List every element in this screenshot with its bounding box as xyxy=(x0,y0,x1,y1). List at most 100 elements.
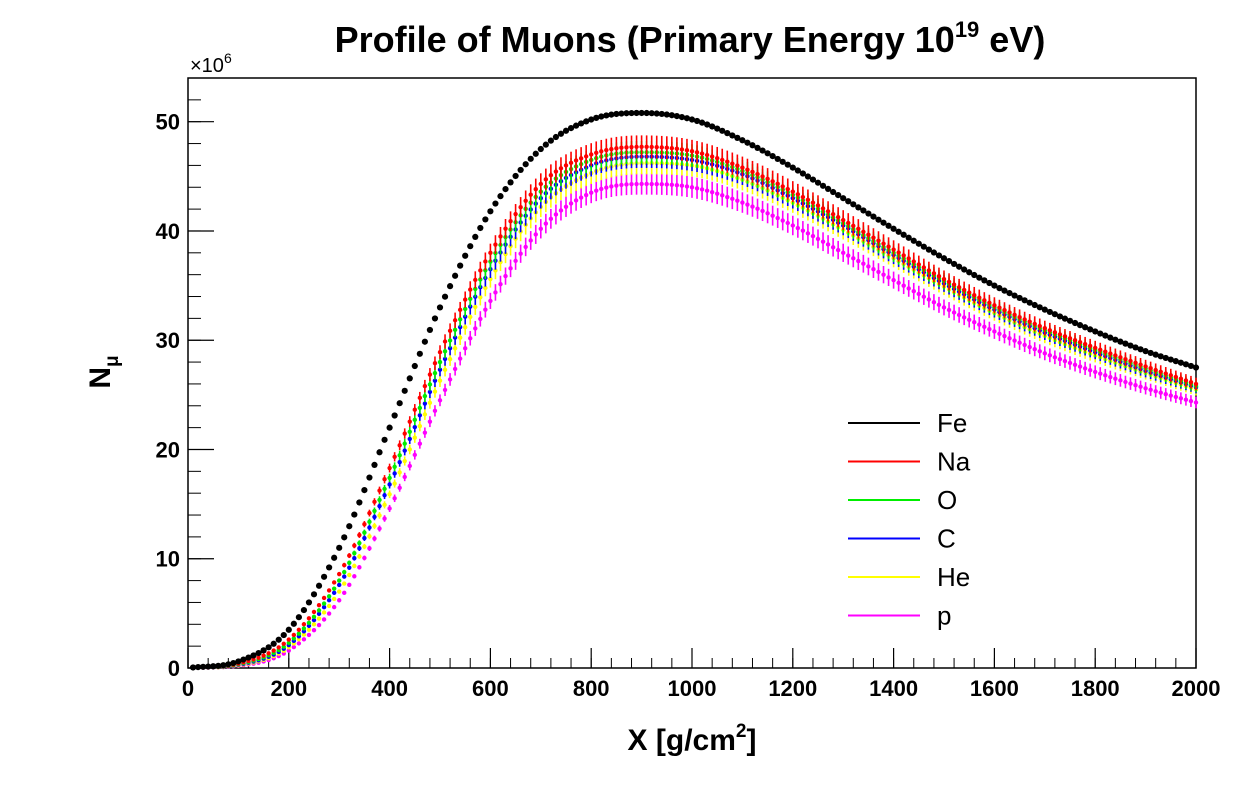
data-point xyxy=(522,161,529,168)
data-point xyxy=(427,382,433,387)
data-point xyxy=(508,266,513,271)
data-point xyxy=(699,187,705,192)
data-point xyxy=(1163,371,1168,376)
data-point xyxy=(951,282,957,287)
data-point xyxy=(523,198,528,203)
y-tick-label: 30 xyxy=(156,328,180,353)
data-point xyxy=(654,144,659,150)
data-point xyxy=(315,582,323,589)
data-point xyxy=(407,419,412,424)
data-point xyxy=(1052,330,1058,335)
data-point xyxy=(488,276,493,282)
data-point xyxy=(1001,287,1008,294)
data-point xyxy=(972,319,977,325)
data-point xyxy=(1051,311,1058,318)
data-point xyxy=(730,196,735,202)
data-point xyxy=(684,148,690,153)
data-point xyxy=(498,259,503,265)
data-point xyxy=(301,637,307,642)
data-point xyxy=(891,277,896,283)
data-point xyxy=(871,235,876,240)
data-point xyxy=(659,145,664,150)
data-point xyxy=(357,532,362,538)
data-point xyxy=(372,514,377,520)
data-point xyxy=(296,631,302,636)
data-point xyxy=(431,315,439,322)
data-point xyxy=(483,259,488,264)
data-point xyxy=(1173,374,1179,380)
data-point xyxy=(447,346,453,351)
data-point xyxy=(412,417,417,423)
data-point xyxy=(412,452,417,458)
data-point xyxy=(256,655,261,660)
data-point xyxy=(260,647,267,654)
legend-label: O xyxy=(937,485,957,515)
data-point xyxy=(589,152,594,157)
data-point xyxy=(1123,379,1128,385)
data-point xyxy=(508,218,513,224)
y-tick-label: 0 xyxy=(168,656,180,681)
data-point xyxy=(189,664,197,671)
data-point xyxy=(331,604,337,610)
data-point xyxy=(901,253,906,258)
data-point xyxy=(286,648,291,653)
data-point xyxy=(422,393,428,399)
data-point xyxy=(497,193,504,200)
data-point xyxy=(563,204,569,209)
data-point xyxy=(941,305,947,310)
data-point xyxy=(482,216,489,223)
data-point xyxy=(634,181,639,187)
data-point xyxy=(467,243,474,250)
data-point xyxy=(296,627,302,632)
data-point xyxy=(1007,310,1012,315)
data-point xyxy=(372,536,377,541)
data-point xyxy=(1077,364,1083,369)
data-point xyxy=(900,231,907,238)
data-point xyxy=(876,269,881,275)
data-point xyxy=(537,145,544,153)
data-point xyxy=(977,295,982,300)
data-point xyxy=(547,137,554,144)
data-point xyxy=(210,663,217,670)
data-point xyxy=(468,314,473,320)
data-point xyxy=(870,213,877,220)
data-point xyxy=(568,201,574,206)
data-point xyxy=(846,220,851,226)
data-point xyxy=(1062,358,1068,364)
data-point xyxy=(830,212,836,217)
data-point xyxy=(245,654,252,661)
data-point xyxy=(321,605,327,610)
data-point xyxy=(205,663,212,670)
data-point xyxy=(436,304,444,311)
data-point xyxy=(946,279,952,285)
data-point xyxy=(1093,345,1098,351)
data-point xyxy=(714,125,721,132)
data-point xyxy=(1183,397,1189,402)
data-point xyxy=(1098,347,1103,352)
data-point xyxy=(673,112,680,120)
data-point xyxy=(835,247,841,253)
data-point xyxy=(634,144,639,150)
data-point xyxy=(422,401,428,406)
data-point xyxy=(457,356,463,361)
data-point xyxy=(1133,382,1138,388)
data-point xyxy=(1153,389,1158,394)
data-point xyxy=(1057,357,1063,362)
data-point xyxy=(589,190,594,195)
data-point xyxy=(790,223,795,228)
data-point xyxy=(895,228,902,235)
data-point xyxy=(281,641,286,646)
data-point xyxy=(392,496,397,501)
data-point xyxy=(543,221,549,226)
data-point xyxy=(538,181,543,187)
data-point xyxy=(518,205,523,210)
data-point xyxy=(548,216,554,222)
data-point xyxy=(997,305,1002,310)
series-layer xyxy=(189,109,1200,671)
data-point xyxy=(382,486,387,492)
data-point xyxy=(402,474,407,480)
series-fe xyxy=(189,109,1200,671)
data-point xyxy=(814,179,822,186)
data-point xyxy=(347,560,352,566)
data-point xyxy=(991,282,998,289)
